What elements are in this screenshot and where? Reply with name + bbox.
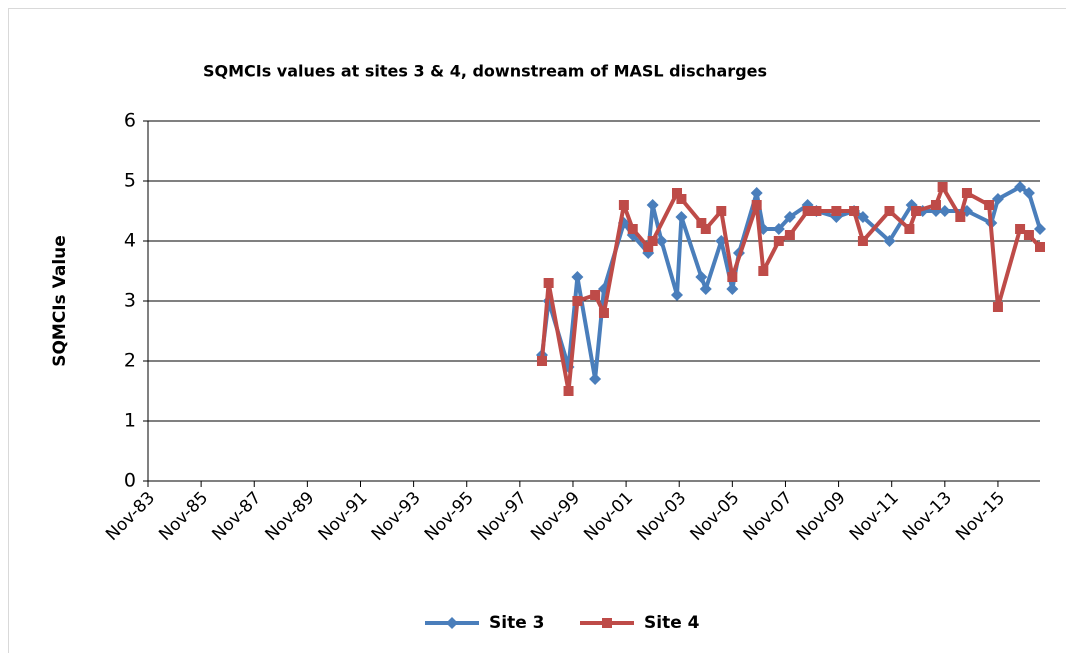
data-point: [955, 212, 965, 222]
data-point: [701, 224, 711, 234]
data-point: [785, 230, 795, 240]
data-point: [774, 236, 784, 246]
y-tick-label: 5: [124, 170, 136, 192]
y-tick-label: 2: [124, 350, 136, 372]
data-point: [544, 278, 554, 288]
data-point: [564, 386, 574, 396]
data-point: [758, 266, 768, 276]
chart-title: SQMCIs values at sites 3 & 4, downstream…: [203, 62, 767, 81]
y-tick-label: 4: [124, 230, 136, 252]
data-point: [993, 302, 1003, 312]
chart-border: [9, 9, 1066, 654]
y-tick-label: 1: [124, 410, 136, 432]
y-tick-label: 0: [124, 470, 136, 492]
y-axis-label: SQMCIs Value: [50, 235, 70, 367]
y-tick-label: 6: [124, 110, 136, 132]
data-point: [803, 206, 813, 216]
data-point: [537, 356, 547, 366]
data-point: [572, 296, 582, 306]
data-point: [752, 200, 762, 210]
data-point: [849, 206, 859, 216]
data-point: [716, 206, 726, 216]
data-point: [1035, 242, 1045, 252]
data-point: [984, 200, 994, 210]
data-point: [931, 200, 941, 210]
data-point: [599, 308, 609, 318]
data-point: [811, 206, 821, 216]
data-point: [1024, 230, 1034, 240]
data-point: [619, 200, 629, 210]
data-point: [590, 290, 600, 300]
data-point: [938, 182, 948, 192]
data-point: [676, 194, 686, 204]
data-point: [831, 206, 841, 216]
y-tick-label: 3: [124, 290, 136, 312]
data-point: [884, 206, 894, 216]
legend-label: Site 3: [489, 613, 544, 633]
data-point: [904, 224, 914, 234]
data-point: [648, 236, 658, 246]
data-point: [911, 206, 921, 216]
data-point: [727, 272, 737, 282]
data-point: [602, 618, 612, 628]
data-point: [628, 224, 638, 234]
data-point: [858, 236, 868, 246]
data-point: [962, 188, 972, 198]
data-point: [1015, 224, 1025, 234]
legend-label: Site 4: [644, 613, 700, 633]
